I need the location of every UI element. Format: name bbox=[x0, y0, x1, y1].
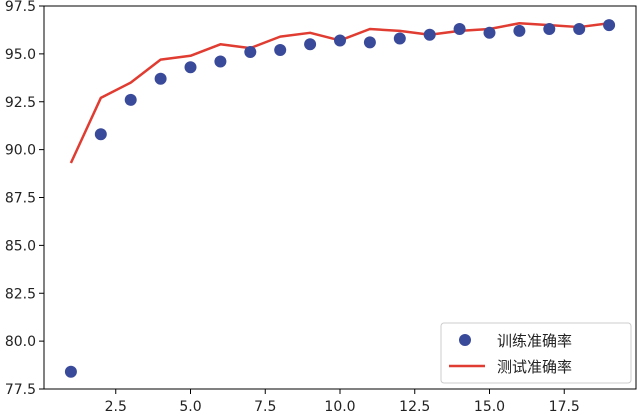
train-accuracy-point bbox=[453, 22, 466, 35]
axis-ticks: 77.5 80.0 82.5 85.0 87.5 90.0 92.5 95.0 97.5 2.5 5… bbox=[5, 0, 580, 415]
legend-box bbox=[440, 322, 632, 384]
y-tick-label: 97.5 bbox=[5, 0, 36, 15]
y-tick-label: 90.0 bbox=[5, 143, 36, 159]
train-accuracy-point bbox=[64, 365, 77, 378]
legend-marker-train bbox=[459, 334, 471, 346]
train-accuracy-point bbox=[244, 45, 257, 58]
train-accuracy-point bbox=[573, 22, 586, 35]
train-accuracy-point bbox=[423, 28, 436, 41]
train-accuracy-point bbox=[334, 34, 346, 47]
y-tick-label: 77.5 bbox=[5, 382, 36, 398]
y-tick-label: 82.5 bbox=[5, 286, 36, 302]
train-accuracy-point bbox=[543, 22, 556, 35]
train-accuracy-point bbox=[274, 44, 287, 57]
x-tick-label: 2.5 bbox=[105, 399, 127, 415]
train-accuracy-point bbox=[513, 24, 526, 37]
train-accuracy-point bbox=[393, 32, 406, 45]
train-accuracy-point bbox=[124, 93, 137, 106]
y-tick-label: 95.0 bbox=[5, 47, 36, 63]
legend: 训练准确率 测试准确率 bbox=[440, 322, 632, 384]
train-accuracy-point bbox=[94, 128, 107, 141]
y-tick-label: 85.0 bbox=[5, 238, 36, 254]
x-tick-label: 17.5 bbox=[549, 399, 580, 415]
x-tick-label: 5.0 bbox=[179, 399, 201, 415]
x-tick-label: 7.5 bbox=[254, 399, 276, 415]
y-tick-label: 80.0 bbox=[5, 334, 36, 350]
y-tick-label: 92.5 bbox=[5, 95, 36, 111]
y-tick-label: 87.5 bbox=[5, 191, 36, 207]
legend-label-test: 测试准确率 bbox=[497, 358, 572, 376]
x-tick-label: 15.0 bbox=[474, 399, 505, 415]
train-accuracy-point bbox=[363, 36, 376, 49]
train-accuracy-point bbox=[214, 55, 227, 68]
train-accuracy-point bbox=[154, 72, 167, 85]
train-accuracy-point bbox=[184, 61, 197, 74]
legend-label-train: 训练准确率 bbox=[497, 332, 572, 350]
scatter-series bbox=[64, 19, 616, 378]
train-accuracy-point bbox=[603, 19, 616, 32]
train-accuracy-point bbox=[483, 26, 496, 39]
train-accuracy-point bbox=[304, 38, 317, 51]
x-tick-label: 10.0 bbox=[324, 399, 355, 415]
x-tick-label: 12.5 bbox=[399, 399, 430, 415]
